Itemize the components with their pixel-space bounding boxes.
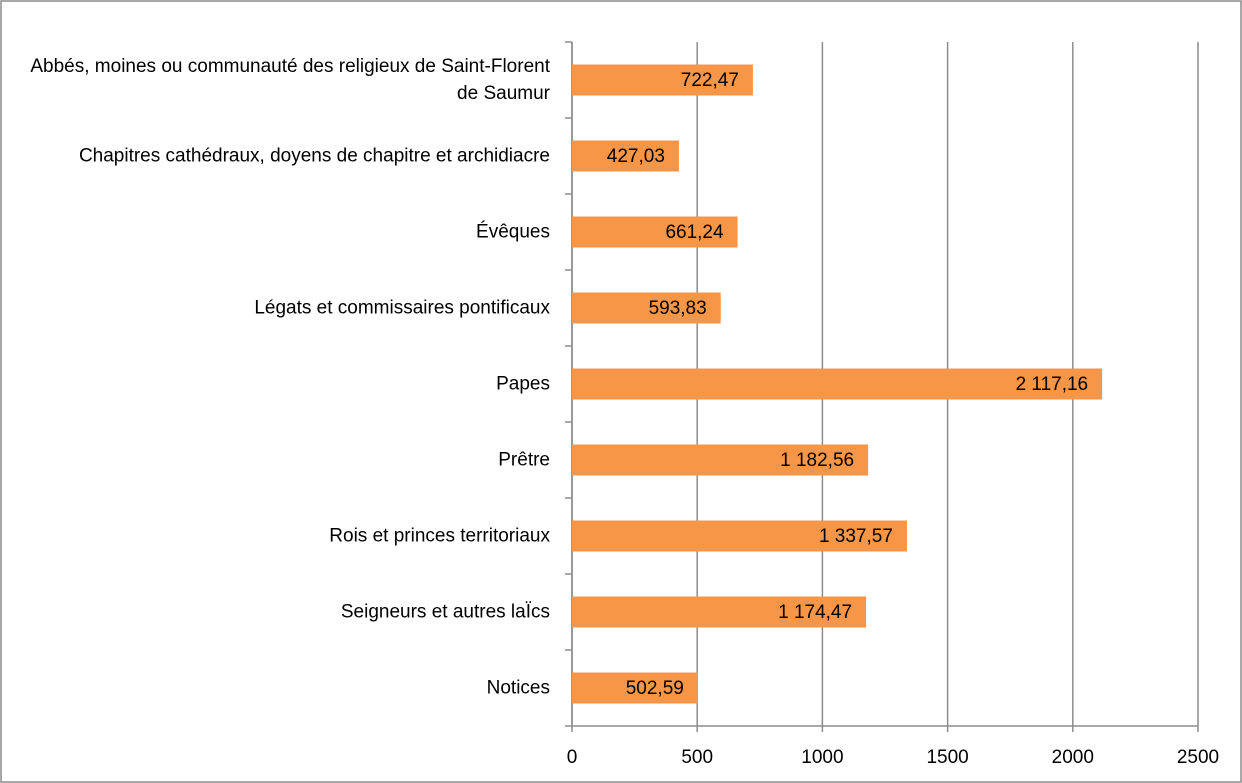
bar [572, 368, 1103, 400]
value-label: 1 182,56 [780, 450, 854, 471]
y-tick-label: Seigneurs et autres laÏcs [340, 601, 550, 623]
x-tick-label: 1500 [926, 747, 968, 768]
y-tick-label: Notices [486, 677, 550, 699]
y-tick-label: Évêques [476, 221, 550, 243]
y-tick-label: Légats et commissaires pontificaux [254, 297, 550, 319]
bar [572, 444, 869, 476]
bar [572, 292, 721, 324]
value-label: 427,03 [607, 146, 665, 167]
bar [572, 520, 907, 552]
value-label: 593,83 [649, 298, 707, 319]
x-tick-label: 0 [567, 747, 578, 768]
bar [572, 596, 867, 628]
bar [572, 672, 698, 704]
bar [572, 64, 753, 96]
x-tick-label: 2000 [1052, 747, 1094, 768]
x-tick-label: 500 [681, 747, 713, 768]
y-tick-label: Prêtre [498, 449, 550, 471]
y-tick-label: Chapitres cathédraux, doyens de chapitre… [78, 145, 550, 167]
value-label: 722,47 [681, 70, 739, 91]
y-tick-label: Abbés, moines ou communauté des religieu… [30, 56, 550, 104]
value-label: 2 117,16 [1016, 374, 1089, 395]
value-label: 1 174,47 [778, 602, 852, 623]
value-label: 502,59 [626, 678, 684, 699]
x-tick-label: 1000 [801, 747, 843, 768]
value-label: 661,24 [665, 222, 724, 243]
x-tick-label: 2500 [1177, 747, 1219, 768]
y-tick-label: Papes [496, 373, 550, 395]
bar [572, 140, 679, 172]
bar [572, 216, 738, 248]
value-label: 1 337,57 [819, 526, 893, 547]
y-tick-label: Rois et princes territoriaux [329, 525, 550, 547]
